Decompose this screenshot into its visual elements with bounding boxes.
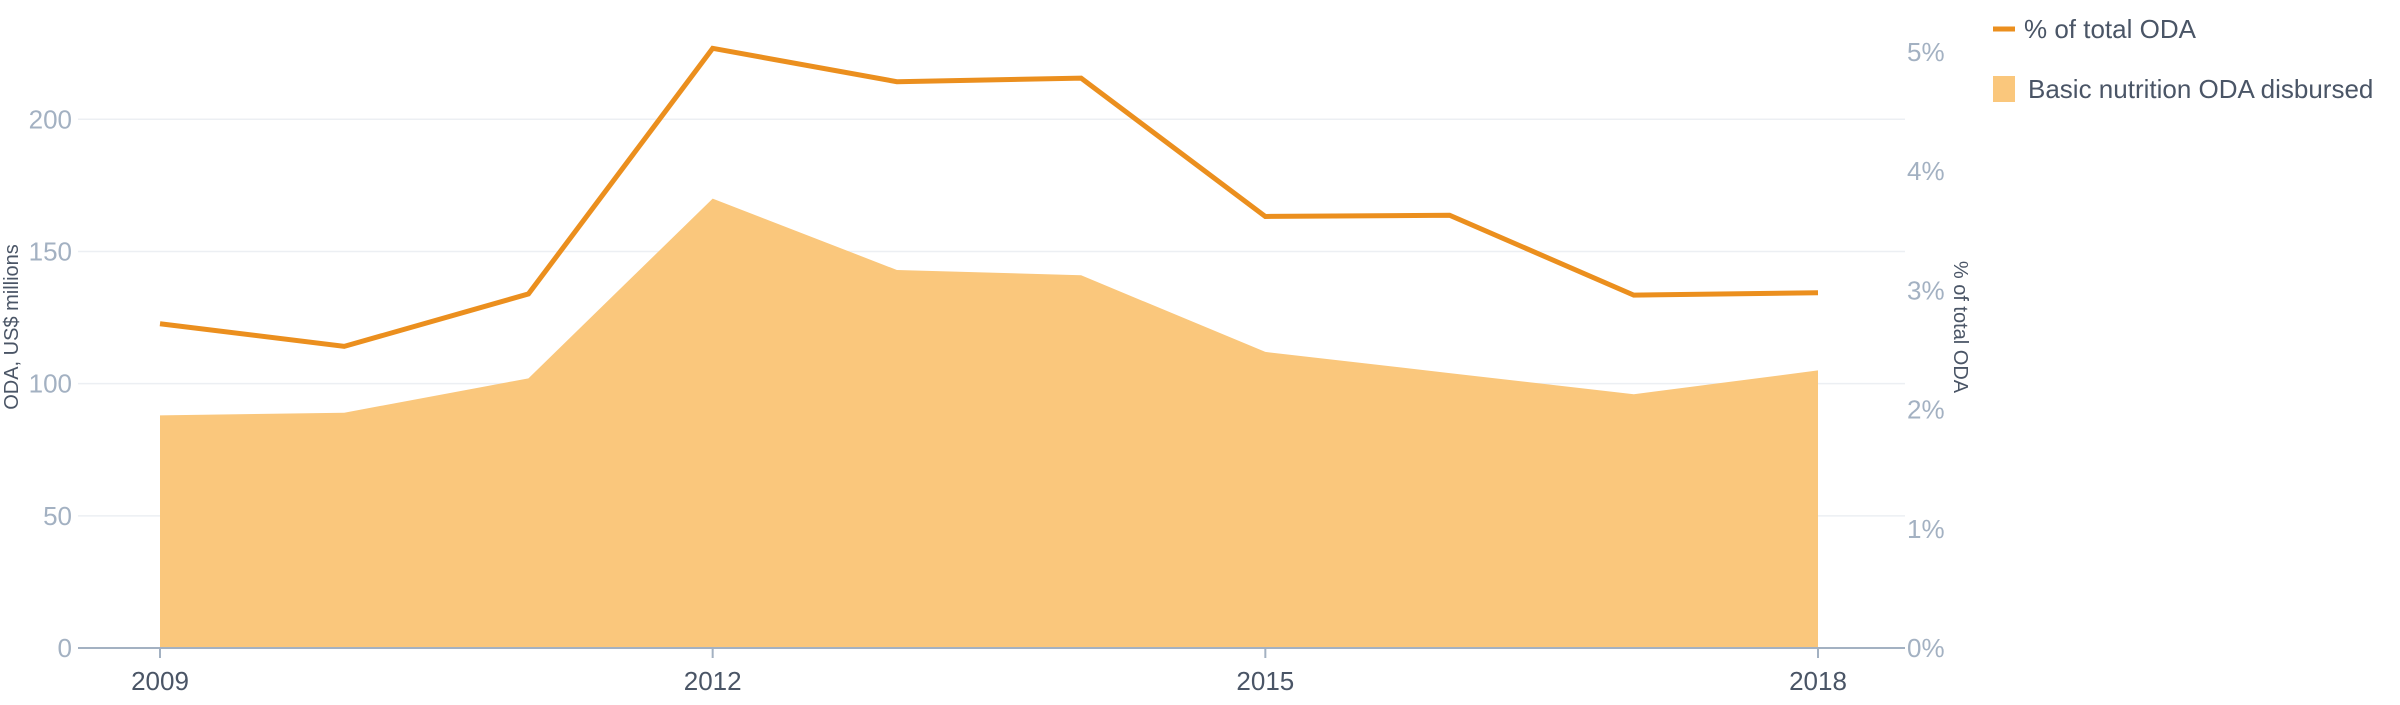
area-series [160,198,1818,648]
x-tick-label: 2015 [1236,666,1294,696]
left-tick-label: 200 [29,104,72,134]
right-tick-label: 3% [1907,275,1945,305]
right-axis-title: % of total ODA [1949,261,1971,394]
line-series [159,45,1819,349]
left-tick-label: 150 [29,236,72,266]
x-axis-ticks: 2009 2012 2015 2018 [131,648,1847,696]
left-axis-ticks: 0 50 100 150 200 [29,104,72,663]
right-tick-label: 0% [1907,633,1945,663]
area-basic-nutrition-oda [160,198,1818,648]
left-tick-label: 100 [29,369,72,399]
left-tick-label: 50 [43,501,72,531]
legend-label-percent-total-oda: % of total ODA [2024,14,2197,44]
right-axis-ticks: 0% 1% 2% 3% 4% 5% [1907,37,1945,663]
right-tick-label: 2% [1907,395,1945,425]
right-tick-label: 1% [1907,514,1945,544]
right-tick-label: 5% [1907,37,1945,67]
left-axis-title: ODA, US$ millions [1,244,23,410]
right-tick-label: 4% [1907,156,1945,186]
x-tick-label: 2018 [1789,666,1847,696]
left-tick-label: 0 [58,633,72,663]
x-tick-label: 2009 [131,666,189,696]
x-tick-label: 2012 [684,666,742,696]
legend-label-basic-nutrition-oda: Basic nutrition ODA disbursed [2028,74,2373,104]
line-percent-total-oda [159,45,1819,349]
legend-area-swatch [1993,76,2015,102]
legend: % of total ODA Basic nutrition ODA disbur… [1993,14,2373,104]
